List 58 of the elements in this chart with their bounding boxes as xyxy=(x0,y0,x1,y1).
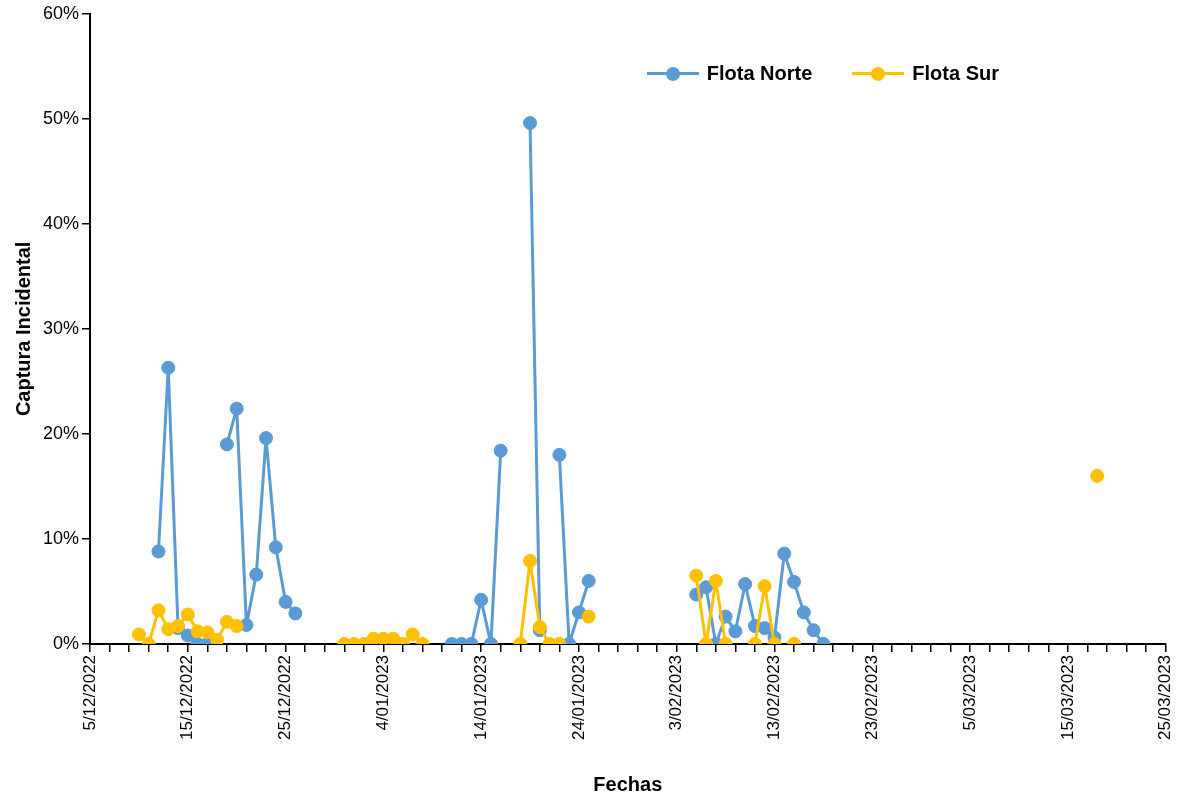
point xyxy=(581,609,596,624)
x-tick-label: 15/12/2022 xyxy=(177,654,197,741)
point xyxy=(151,544,166,559)
point xyxy=(806,623,821,638)
point xyxy=(268,540,283,555)
point xyxy=(131,627,146,642)
point xyxy=(229,401,244,416)
x-tick-label: 23/02/2023 xyxy=(861,654,881,741)
x-axis-title: Fechas xyxy=(593,772,663,795)
point xyxy=(552,447,567,462)
legend-label: Flota Sur xyxy=(912,62,999,85)
y-tick-label: 40% xyxy=(43,212,80,233)
point xyxy=(581,573,596,588)
point xyxy=(689,568,704,583)
point xyxy=(219,437,234,452)
point xyxy=(200,625,215,640)
y-axis-title: Captura Incidental xyxy=(11,241,34,417)
x-tick-label: 24/01/2023 xyxy=(568,654,588,741)
point xyxy=(161,360,176,375)
point xyxy=(757,621,772,636)
legend-label: Flota Norte xyxy=(706,62,813,85)
point xyxy=(777,546,792,561)
point xyxy=(523,553,538,568)
point xyxy=(787,574,802,589)
y-tick-label: 60% xyxy=(43,2,80,23)
x-tick-label: 3/02/2023 xyxy=(666,654,686,731)
point xyxy=(708,573,723,588)
point xyxy=(796,605,811,620)
x-tick-label: 4/01/2023 xyxy=(373,654,393,731)
y-tick-label: 10% xyxy=(43,527,80,548)
point xyxy=(151,603,166,618)
point xyxy=(288,606,303,621)
x-tick-label: 25/03/2023 xyxy=(1155,654,1175,741)
point xyxy=(210,632,225,644)
point xyxy=(474,592,489,607)
x-tick-label: 13/02/2023 xyxy=(764,654,784,741)
y-tick-label: 20% xyxy=(43,422,80,443)
x-tick-label: 5/03/2023 xyxy=(959,654,979,731)
point xyxy=(259,431,274,446)
y-tick-label: 30% xyxy=(43,317,80,338)
point xyxy=(1090,468,1105,483)
point xyxy=(738,577,753,592)
point xyxy=(728,624,743,639)
y-tick-label: 0% xyxy=(53,632,80,653)
x-tick-label: 5/12/2022 xyxy=(79,654,99,731)
point xyxy=(699,580,714,595)
x-tick-label: 25/12/2022 xyxy=(275,654,295,741)
point xyxy=(249,567,264,582)
point xyxy=(523,116,538,131)
point xyxy=(493,443,508,458)
x-tick-label: 15/03/2023 xyxy=(1057,654,1077,741)
point xyxy=(278,594,293,609)
point xyxy=(229,619,244,634)
point xyxy=(180,607,195,622)
point xyxy=(757,579,772,594)
x-tick-label: 14/01/2023 xyxy=(470,654,490,741)
point xyxy=(405,627,420,642)
y-tick-label: 50% xyxy=(43,107,80,128)
